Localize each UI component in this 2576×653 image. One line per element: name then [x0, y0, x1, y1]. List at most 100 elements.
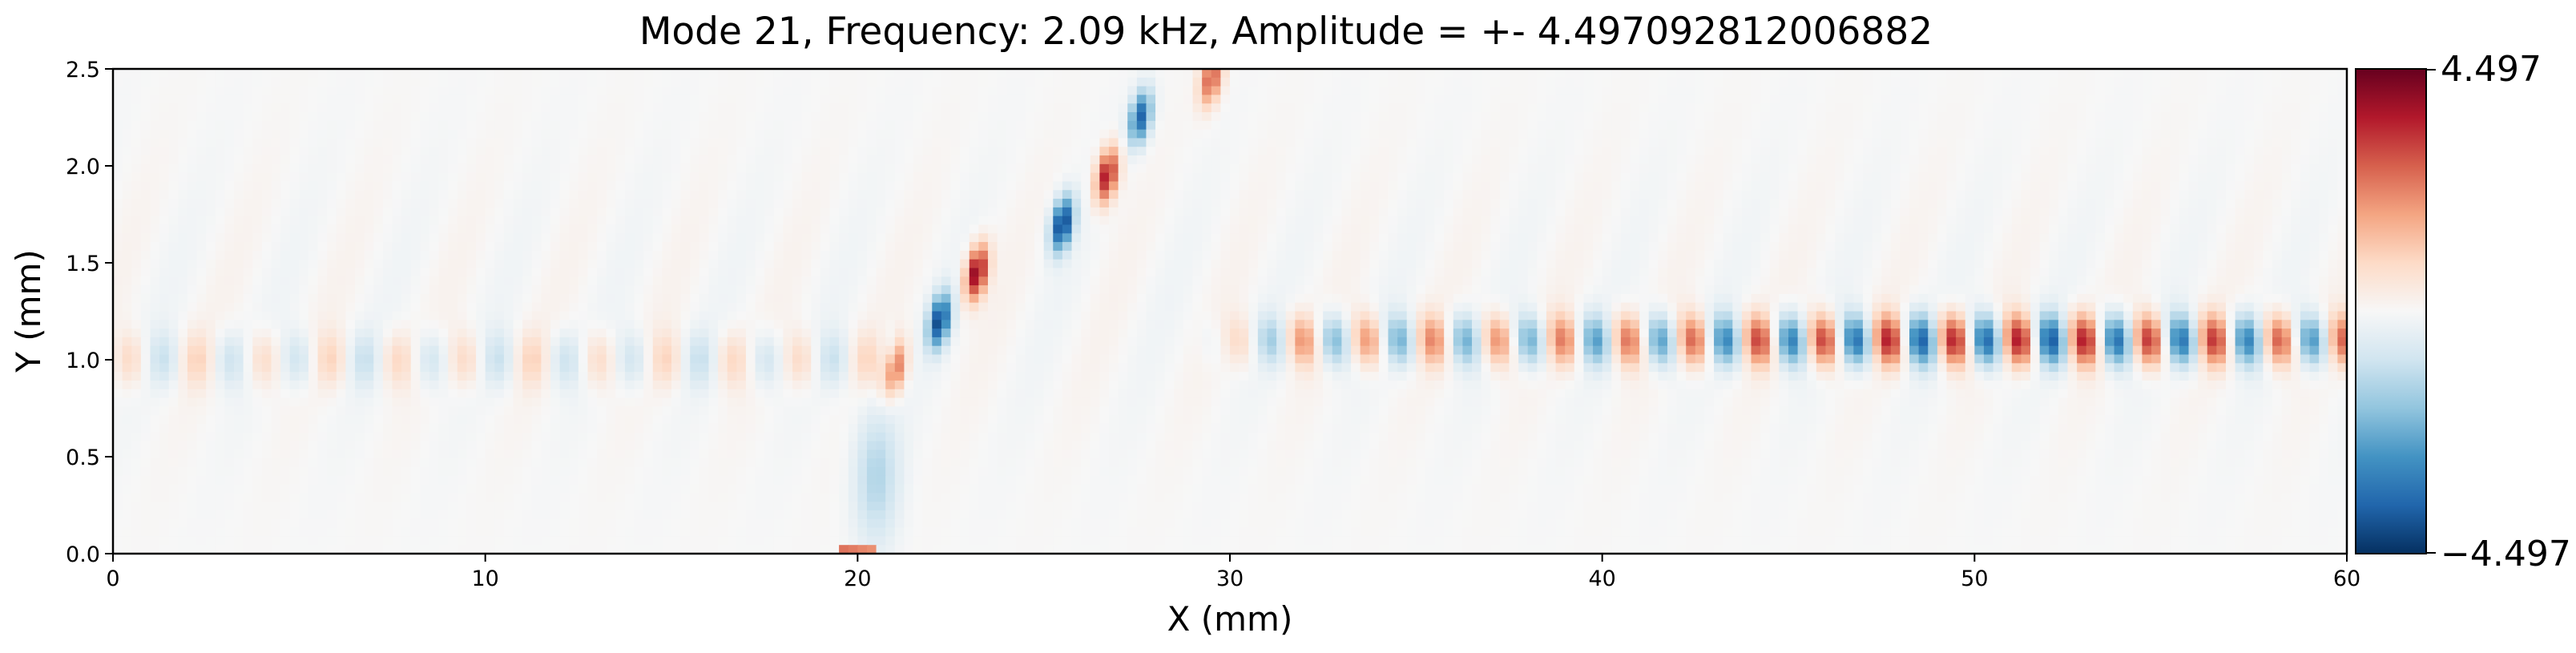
heatmap-cell [1043, 147, 1054, 156]
heatmap-cell [1788, 95, 1799, 104]
heatmap-cell [773, 224, 784, 234]
heatmap-cell [1369, 163, 1380, 174]
heatmap-cell [2049, 129, 2059, 139]
heatmap-cell [876, 207, 886, 217]
heatmap-cell [1527, 199, 1538, 208]
heatmap-cell [2021, 112, 2031, 122]
heatmap-cell [355, 77, 365, 87]
heatmap-cell [289, 163, 300, 174]
heatmap-cell [1248, 147, 1259, 156]
heatmap-cell [1239, 120, 1249, 131]
heatmap-cell [1797, 172, 1808, 183]
heatmap-cell [2132, 207, 2143, 217]
heatmap-cell [1518, 69, 1529, 79]
heatmap-cell [494, 155, 505, 165]
heatmap-cell [299, 207, 309, 217]
heatmap-cell [1081, 242, 1091, 252]
heatmap-cell [680, 103, 691, 113]
heatmap-cell [1043, 69, 1054, 79]
heatmap-cell [615, 69, 626, 79]
heatmap-cell [606, 86, 616, 96]
heatmap-cell [1695, 86, 1706, 96]
heatmap-cell [969, 224, 979, 234]
heatmap-cell [1537, 77, 1547, 87]
heatmap-cell [1546, 147, 1557, 156]
heatmap-cell [1276, 207, 1287, 217]
heatmap-cell [922, 120, 933, 131]
heatmap-cell [690, 233, 700, 243]
heatmap-cell [1062, 190, 1073, 200]
heatmap-cell [1732, 163, 1743, 174]
heatmap-cell [345, 242, 356, 252]
heatmap-cell [997, 181, 1007, 191]
heatmap-cell [1127, 242, 1138, 252]
heatmap-cell [624, 103, 635, 113]
heatmap-cell [2067, 172, 2078, 183]
heatmap-cell [1844, 147, 1854, 156]
heatmap-cell [2198, 147, 2208, 156]
heatmap-cell [671, 86, 682, 96]
heatmap-cell [2151, 216, 2162, 226]
heatmap-cell [1714, 172, 1724, 183]
heatmap-cell [1741, 224, 1752, 234]
heatmap-cell [2244, 233, 2255, 243]
heatmap-cell [2188, 129, 2199, 139]
heatmap-cell [652, 69, 663, 79]
heatmap-cell [1183, 199, 1194, 208]
heatmap-cell [987, 138, 998, 147]
heatmap-cell [1686, 129, 1696, 139]
heatmap-cell [643, 199, 654, 208]
heatmap-cell [261, 163, 272, 174]
heatmap-cell [234, 199, 244, 208]
heatmap-cell [2132, 216, 2143, 226]
heatmap-cell [1620, 112, 1631, 122]
heatmap-cell [1751, 129, 1761, 139]
heatmap-cell [2319, 129, 2329, 139]
heatmap-cell [1555, 77, 1566, 87]
heatmap-cell [1658, 190, 1668, 200]
heatmap-cell [1909, 181, 1920, 191]
heatmap-cell [559, 233, 570, 243]
heatmap-cell [1630, 120, 1640, 131]
heatmap-cell [1230, 155, 1240, 165]
heatmap-cell [2160, 103, 2171, 113]
heatmap-cell [1323, 163, 1333, 174]
heatmap-cell [764, 129, 775, 139]
heatmap-cell [308, 233, 319, 243]
heatmap-cell [745, 155, 756, 165]
heatmap-cell [1062, 207, 1073, 217]
heatmap-cell [327, 86, 337, 96]
heatmap-cell [2253, 216, 2264, 226]
heatmap-cell [1211, 155, 1221, 165]
heatmap-cell [1918, 224, 1929, 234]
heatmap-cell [1127, 147, 1138, 156]
heatmap-cell [615, 129, 626, 139]
heatmap-cell [196, 129, 207, 139]
heatmap-cell [671, 233, 682, 243]
heatmap-cell [392, 163, 402, 174]
heatmap-cell [1490, 207, 1501, 217]
heatmap-cell [1332, 155, 1342, 165]
heatmap-cell [2188, 112, 2199, 122]
heatmap-cell [801, 216, 812, 226]
heatmap-cell [1071, 181, 1082, 191]
heatmap-cell [243, 207, 253, 217]
heatmap-cell [1295, 233, 1305, 243]
heatmap-cell [978, 147, 989, 156]
heatmap-cell [2188, 224, 2199, 234]
heatmap-cell [1555, 181, 1566, 191]
heatmap-cell [1779, 147, 1789, 156]
heatmap-cell [2123, 86, 2134, 96]
heatmap-cell [206, 147, 216, 156]
heatmap-cell [522, 181, 533, 191]
heatmap-cell [531, 120, 542, 131]
heatmap-cell [1285, 103, 1296, 113]
heatmap-cell [2207, 199, 2217, 208]
heatmap-cell [2067, 86, 2078, 96]
heatmap-cell [308, 207, 319, 217]
heatmap-cell [317, 233, 328, 243]
heatmap-cell [1844, 216, 1854, 226]
heatmap-cell [913, 138, 924, 147]
heatmap-cell [1183, 216, 1194, 226]
heatmap-cell [373, 233, 384, 243]
